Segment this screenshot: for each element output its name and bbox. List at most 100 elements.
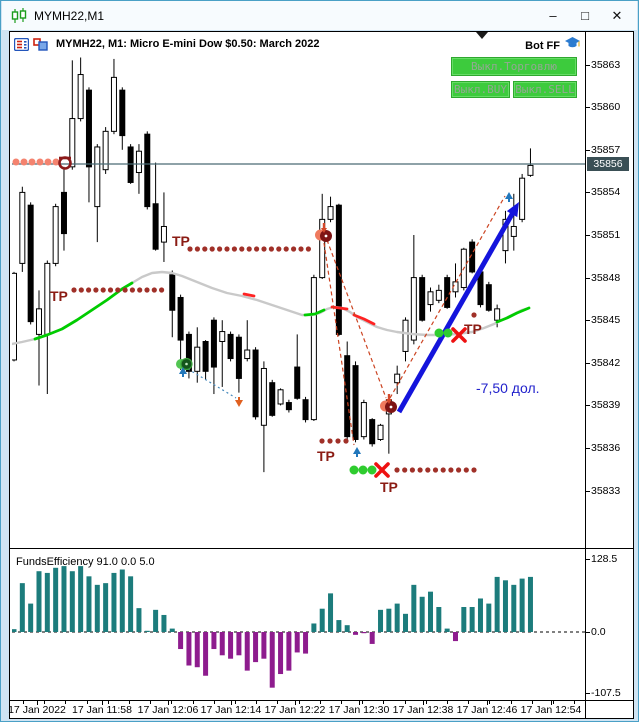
histogram-bar	[219, 632, 225, 656]
candle-body	[410, 277, 417, 341]
trend-arrow-shaft[interactable]	[396, 207, 518, 414]
panel-splitter[interactable]	[10, 548, 633, 549]
price-tick-label: 35836	[591, 442, 621, 454]
time-minor-tick	[277, 701, 279, 704]
time-tick-label: 17 Jan 12:22	[264, 704, 326, 716]
ma-up-segment	[495, 306, 531, 324]
small-up-arrow-icon	[353, 447, 361, 457]
main-chart-canvas[interactable]: TP TP TP TP TP -7,50 дол.	[12, 57, 585, 547]
candle-body	[27, 204, 34, 323]
histogram-bar	[386, 608, 392, 632]
histogram-bar	[452, 632, 458, 642]
price-tick-label: 35839	[591, 399, 621, 412]
histogram-bar	[244, 632, 250, 671]
tp-row-3	[319, 438, 349, 444]
chart-shift-icon[interactable]	[33, 37, 48, 51]
time-minor-tick	[213, 701, 215, 704]
histogram-bar	[44, 572, 50, 632]
candle-body	[35, 308, 42, 335]
time-minor-tick	[256, 701, 258, 704]
toggle-buy-button[interactable]: Выкл.BUY	[451, 81, 510, 98]
candle-body	[302, 399, 309, 421]
candle-body	[369, 419, 376, 445]
candle-body	[277, 389, 284, 405]
price-tick	[586, 235, 590, 236]
candle-body	[294, 366, 301, 399]
toggle-trading-button[interactable]: Выкл.Торговлю	[451, 57, 577, 76]
candle-body	[60, 191, 67, 235]
close-button[interactable]: ✕	[611, 7, 623, 23]
histogram-bar	[527, 576, 533, 632]
account-list-icon[interactable]	[13, 37, 30, 51]
toggle-sell-button[interactable]: Выкл.SELL	[513, 81, 577, 98]
candle-body	[244, 349, 251, 360]
candle-body	[352, 365, 359, 440]
time-minor-tick	[107, 701, 109, 704]
trend-arrow-head	[506, 202, 519, 218]
price-tick-label: 35860	[591, 101, 621, 114]
histogram-bar	[344, 625, 350, 632]
histogram-bar	[19, 583, 25, 632]
candle-body	[177, 296, 184, 341]
close-position-x-icon	[451, 327, 467, 343]
time-tick	[487, 701, 488, 705]
sell-entry-marker[interactable]	[315, 223, 332, 242]
histogram-bar	[28, 603, 34, 632]
entry-dots-left	[12, 158, 60, 166]
candle-body	[494, 308, 501, 321]
price-tick-label: 35857	[591, 143, 621, 156]
indicator-tick	[586, 558, 590, 560]
maximize-button[interactable]: □	[581, 7, 589, 23]
histogram-bar	[94, 584, 100, 632]
price-tick	[586, 362, 590, 364]
histogram-bar	[319, 608, 325, 632]
bot-label: Bot FF	[525, 39, 560, 52]
buy-entry-marker[interactable]	[176, 357, 193, 371]
tp-label: TP	[464, 321, 482, 337]
histogram-bar	[178, 632, 184, 650]
candle-body	[69, 118, 76, 168]
small-down-arrow-icon	[235, 397, 243, 407]
loss-amount-label: -7,50 дол.	[476, 380, 540, 396]
candle-body	[235, 336, 242, 379]
entry-hook-icon	[58, 156, 72, 170]
chevron-down-icon[interactable]	[476, 32, 488, 39]
candle-body	[260, 367, 267, 426]
histogram-bar	[353, 632, 359, 635]
candles	[12, 57, 534, 473]
time-tick	[295, 701, 296, 705]
candle-body	[335, 204, 342, 335]
dashed-trend-line	[326, 239, 387, 399]
candle-body	[327, 206, 334, 220]
tp-row-4-green	[349, 465, 377, 475]
candle-body	[127, 146, 134, 183]
minimize-button[interactable]: –	[549, 7, 557, 23]
candle-body	[527, 164, 534, 176]
time-tick-label: 17 Jan 12:30	[328, 704, 390, 716]
time-tick	[37, 701, 38, 705]
candle-body	[102, 130, 109, 171]
indicator-canvas[interactable]	[12, 553, 585, 699]
price-tick-label: 35842	[591, 356, 621, 369]
time-minor-tick	[362, 701, 364, 704]
histogram-bar	[36, 571, 42, 632]
histogram-bar	[294, 632, 300, 653]
histogram-bar	[228, 632, 234, 659]
time-axis[interactable]: 17 Jan 2022 17 Jan 11:58 17 Jan 12:06 17 Ja…	[8, 701, 633, 719]
time-minor-tick	[23, 701, 24, 704]
time-minor-tick	[425, 701, 427, 704]
candle-body	[402, 319, 409, 352]
candle-body	[427, 291, 434, 306]
small-up-arrow-icon	[179, 367, 187, 377]
price-scale[interactable]: 35863 35860 35857 35854 35851 35848 35845 35842…	[586, 32, 633, 718]
histogram-bar	[486, 603, 492, 632]
histogram-bar	[403, 613, 409, 632]
sell-entry-marker[interactable]	[380, 394, 397, 413]
tp-row-4-red	[394, 467, 477, 473]
window-titlebar[interactable]: MYMH22,M1 – □ ✕	[2, 1, 637, 30]
time-minor-tick	[86, 701, 88, 704]
time-minor-tick	[404, 701, 406, 704]
histogram-bar	[502, 580, 508, 632]
candle-body	[419, 277, 426, 321]
